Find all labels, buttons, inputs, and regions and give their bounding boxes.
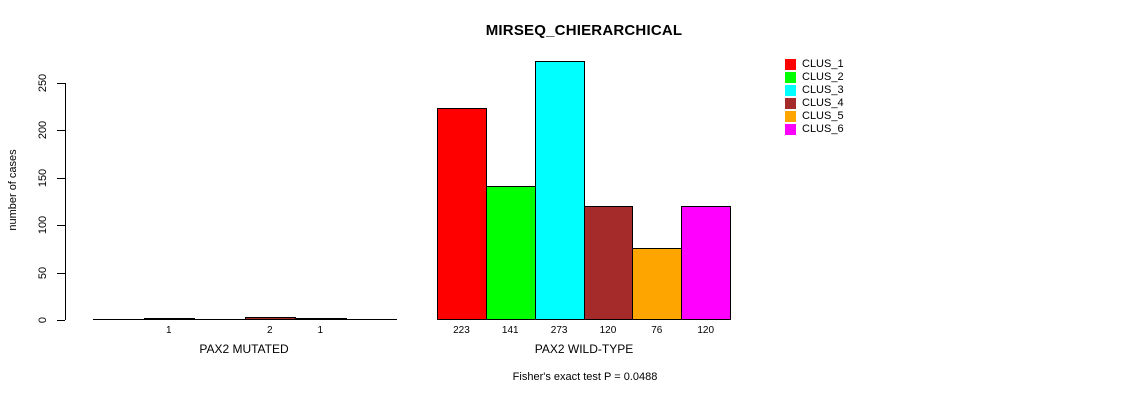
bar-clus_5 (295, 318, 347, 320)
legend-item-clus_1: CLUS_1 (785, 58, 844, 71)
legend-swatch-clus_4 (785, 98, 796, 109)
y-axis-tick (57, 320, 65, 321)
bar-value-label: 120 (599, 325, 617, 336)
bar-clus_5 (632, 248, 683, 320)
bar-clus_3 (534, 61, 585, 320)
bar-value-label: 273 (550, 325, 568, 336)
legend-swatch-clus_5 (785, 111, 796, 122)
legend-label: CLUS_6 (802, 123, 844, 135)
y-axis-tick-label: 200 (37, 120, 49, 140)
x-group-label-pax2-mutated: PAX2 MUTATED (199, 342, 289, 356)
x-group-label-pax2-wild-type: PAX2 WILD-TYPE (534, 342, 634, 356)
y-axis-tick-label: 0 (37, 316, 49, 324)
y-axis-line (65, 82, 66, 320)
legend-item-clus_2: CLUS_2 (785, 71, 844, 84)
y-axis-tick-label: 150 (37, 168, 49, 187)
legend-label: CLUS_5 (802, 110, 844, 122)
legend-swatch-clus_3 (785, 85, 796, 96)
bar-value-label: 1 (165, 325, 172, 336)
legend: CLUS_1 CLUS_2 CLUS_3 CLUS_4 CLUS_5 CLUS_6 (785, 58, 844, 136)
bar-clus_6 (681, 206, 732, 320)
legend-label: CLUS_4 (802, 97, 844, 109)
y-axis-tick (57, 272, 65, 274)
bar-value-label: 2 (266, 325, 273, 336)
legend-item-clus_3: CLUS_3 (785, 84, 844, 97)
legend-item-clus_4: CLUS_4 (785, 97, 844, 110)
y-axis-tick (57, 177, 65, 179)
y-axis-tick-label: 250 (37, 73, 49, 92)
bar-value-label: 223 (453, 325, 470, 336)
y-axis-tick (57, 82, 65, 84)
y-axis-tick (57, 130, 65, 131)
bar-value-label: 76 (651, 325, 663, 336)
legend-label: CLUS_1 (802, 58, 844, 70)
bar-clus_4 (583, 206, 634, 320)
legend-swatch-clus_1 (785, 59, 796, 70)
bar-value-label: 141 (501, 325, 519, 336)
bar-clus_2 (143, 318, 195, 320)
y-axis-label: number of cases (7, 149, 19, 231)
y-axis-tick-label: 100 (37, 215, 49, 235)
chart-title: MIRSEQ_CHIERARCHICAL (485, 22, 683, 39)
legend-label: CLUS_2 (802, 71, 844, 83)
bar-clus_1 (437, 108, 487, 320)
legend-item-clus_6: CLUS_6 (785, 123, 844, 136)
legend-label: CLUS_3 (802, 84, 844, 96)
y-axis-tick-label: 50 (37, 266, 49, 279)
fisher-test-note: Fisher's exact test P = 0.0488 (512, 371, 658, 383)
bar-clus_2 (485, 186, 536, 320)
bar-value-label: 1 (317, 325, 324, 336)
legend-swatch-clus_6 (785, 124, 796, 135)
y-axis-tick (57, 225, 65, 226)
legend-swatch-clus_2 (785, 72, 796, 83)
bar-clus_4 (244, 317, 296, 320)
bar-value-label: 120 (697, 325, 715, 336)
legend-item-clus_5: CLUS_5 (785, 110, 844, 123)
